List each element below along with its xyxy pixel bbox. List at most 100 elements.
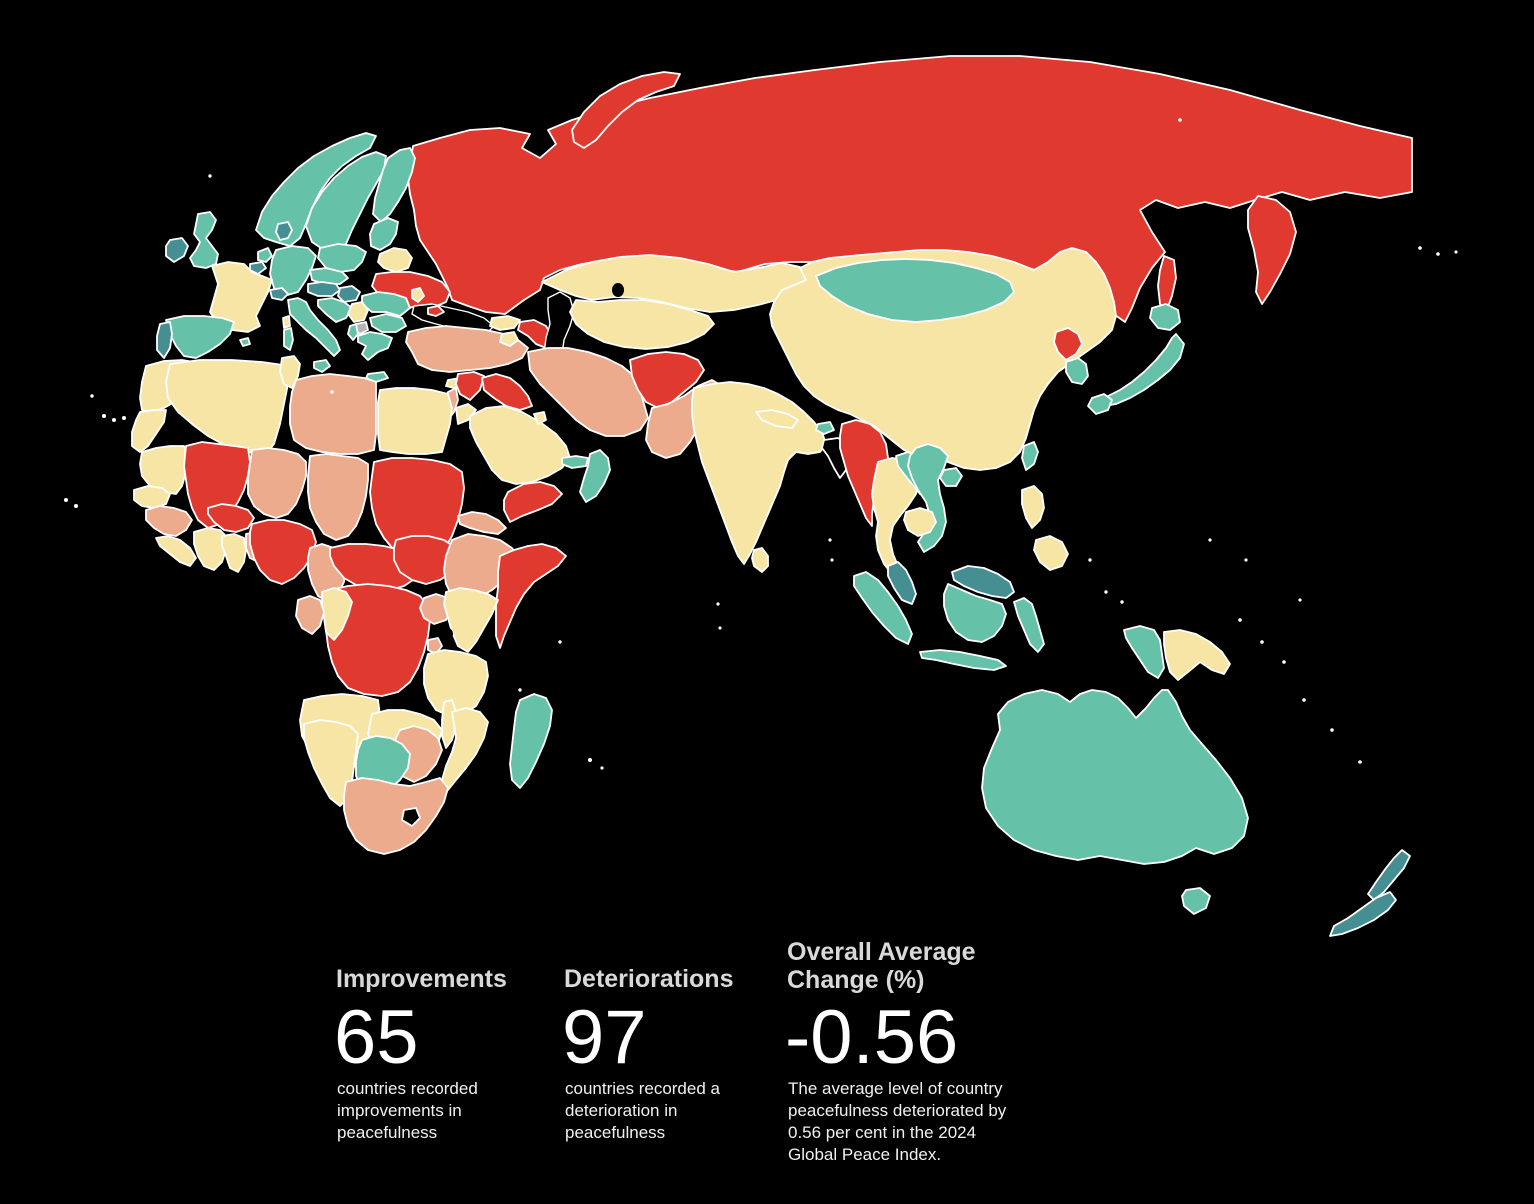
region-india[interactable] (691, 381, 827, 565)
region-crimea[interactable] (427, 305, 445, 317)
region-gabon[interactable] (295, 595, 325, 635)
region-north-korea[interactable] (1053, 327, 1083, 361)
region-switzerland[interactable] (269, 287, 289, 301)
region-kuwait[interactable] (533, 411, 547, 425)
region-nigeria[interactable] (249, 519, 317, 585)
region-south-africa[interactable] (343, 777, 449, 855)
region-ireland[interactable] (165, 237, 189, 263)
region-crete[interactable] (365, 371, 389, 383)
region-japan-honshu[interactable] (1103, 333, 1185, 407)
region-tanzania[interactable] (423, 649, 489, 717)
region-egypt[interactable] (377, 387, 453, 455)
region-uae[interactable] (561, 455, 589, 469)
region-croatia-bosnia[interactable] (317, 297, 353, 323)
region-iran[interactable] (527, 347, 649, 437)
region-germany[interactable] (269, 245, 317, 297)
region-novaya-zemlya[interactable] (571, 71, 681, 149)
region-malaysia-borneo[interactable] (951, 565, 1015, 599)
region-chad[interactable] (307, 453, 369, 541)
region-norway[interactable] (255, 132, 377, 247)
region-nepal[interactable] (755, 409, 799, 429)
region-sardinia[interactable] (283, 327, 294, 351)
region-serbia[interactable] (347, 301, 369, 323)
region-java[interactable] (919, 649, 1007, 671)
region-bulgaria[interactable] (369, 313, 407, 333)
region-greece[interactable] (357, 331, 393, 361)
region-afghanistan[interactable] (629, 351, 705, 409)
island-dots (64, 118, 1458, 770)
region-oman[interactable] (579, 449, 611, 503)
region-cambodia[interactable] (903, 507, 937, 537)
region-burkina-faso[interactable] (207, 503, 255, 533)
region-philippines-mindanao[interactable] (1033, 535, 1069, 571)
lake-victoria (437, 627, 453, 641)
region-portugal[interactable] (156, 321, 173, 359)
region-sumatra[interactable] (853, 571, 913, 645)
region-senegal[interactable] (133, 485, 171, 509)
region-eritrea[interactable] (457, 511, 507, 535)
region-cote-divoire[interactable] (193, 527, 229, 571)
region-vietnam[interactable] (907, 443, 949, 553)
region-ghana[interactable] (221, 533, 247, 573)
region-saudi-arabia[interactable] (469, 405, 571, 485)
region-albania[interactable] (347, 323, 359, 341)
region-indonesian-papua[interactable] (1123, 625, 1165, 679)
region-syria[interactable] (455, 371, 485, 401)
region-algeria[interactable] (165, 359, 291, 455)
region-austria[interactable] (307, 281, 341, 297)
region-niger[interactable] (247, 447, 307, 519)
region-new-zealand-south[interactable] (1329, 891, 1397, 937)
region-netherlands[interactable] (257, 247, 273, 263)
region-kalimantan[interactable] (943, 583, 1007, 643)
region-hungary[interactable] (337, 285, 361, 303)
region-libya[interactable] (289, 373, 377, 455)
region-armenia[interactable] (499, 331, 519, 347)
region-central-asia[interactable] (569, 299, 715, 350)
region-western-sahara[interactable] (131, 409, 167, 453)
region-georgia[interactable] (489, 315, 521, 331)
region-mauritania[interactable] (139, 445, 189, 495)
region-south-korea[interactable] (1065, 357, 1089, 385)
region-malaysia-peninsula[interactable] (887, 561, 917, 605)
region-spain[interactable] (165, 315, 235, 359)
region-australia[interactable] (981, 689, 1249, 865)
region-rwanda-burundi[interactable] (427, 637, 443, 655)
region-kenya[interactable] (443, 587, 499, 653)
region-belarus[interactable] (377, 247, 413, 273)
region-sri-lanka[interactable] (751, 547, 769, 573)
region-myanmar[interactable] (839, 419, 889, 527)
region-japan-kyushu[interactable] (1087, 393, 1113, 415)
region-baltics[interactable] (369, 217, 399, 251)
region-moldova[interactable] (411, 287, 425, 303)
region-czech-slovakia[interactable] (309, 267, 349, 285)
region-mongolia[interactable] (815, 258, 1015, 323)
region-philippines-luzon[interactable] (1021, 485, 1045, 529)
region-iraq[interactable] (481, 373, 533, 411)
region-mozambique[interactable] (441, 707, 489, 791)
region-balearics[interactable] (239, 337, 251, 347)
region-turkey[interactable] (405, 325, 529, 373)
region-italy[interactable] (287, 297, 341, 357)
region-yemen[interactable] (503, 481, 563, 523)
region-corsica[interactable] (282, 315, 291, 329)
region-tasmania[interactable] (1181, 887, 1211, 915)
region-poland[interactable] (317, 243, 367, 273)
region-lesotho[interactable] (401, 807, 421, 827)
region-taiwan[interactable] (1021, 441, 1039, 471)
region-guinea[interactable] (145, 505, 193, 537)
region-sierra-leone-liberia[interactable] (155, 535, 197, 567)
region-madagascar[interactable] (509, 693, 553, 789)
region-denmark[interactable] (275, 221, 293, 241)
region-finland[interactable] (372, 147, 416, 223)
region-somalia[interactable] (495, 543, 567, 649)
region-france[interactable] (209, 261, 273, 333)
region-papua-new-guinea[interactable] (1163, 629, 1231, 681)
region-bhutan[interactable] (815, 421, 835, 435)
region-japan-hokkaido[interactable] (1149, 303, 1181, 331)
region-drc[interactable] (325, 583, 431, 697)
region-uk[interactable] (189, 211, 219, 269)
region-sulawesi[interactable] (1013, 597, 1045, 653)
region-kamchatka[interactable] (1247, 195, 1297, 305)
region-sicily[interactable] (313, 359, 331, 373)
